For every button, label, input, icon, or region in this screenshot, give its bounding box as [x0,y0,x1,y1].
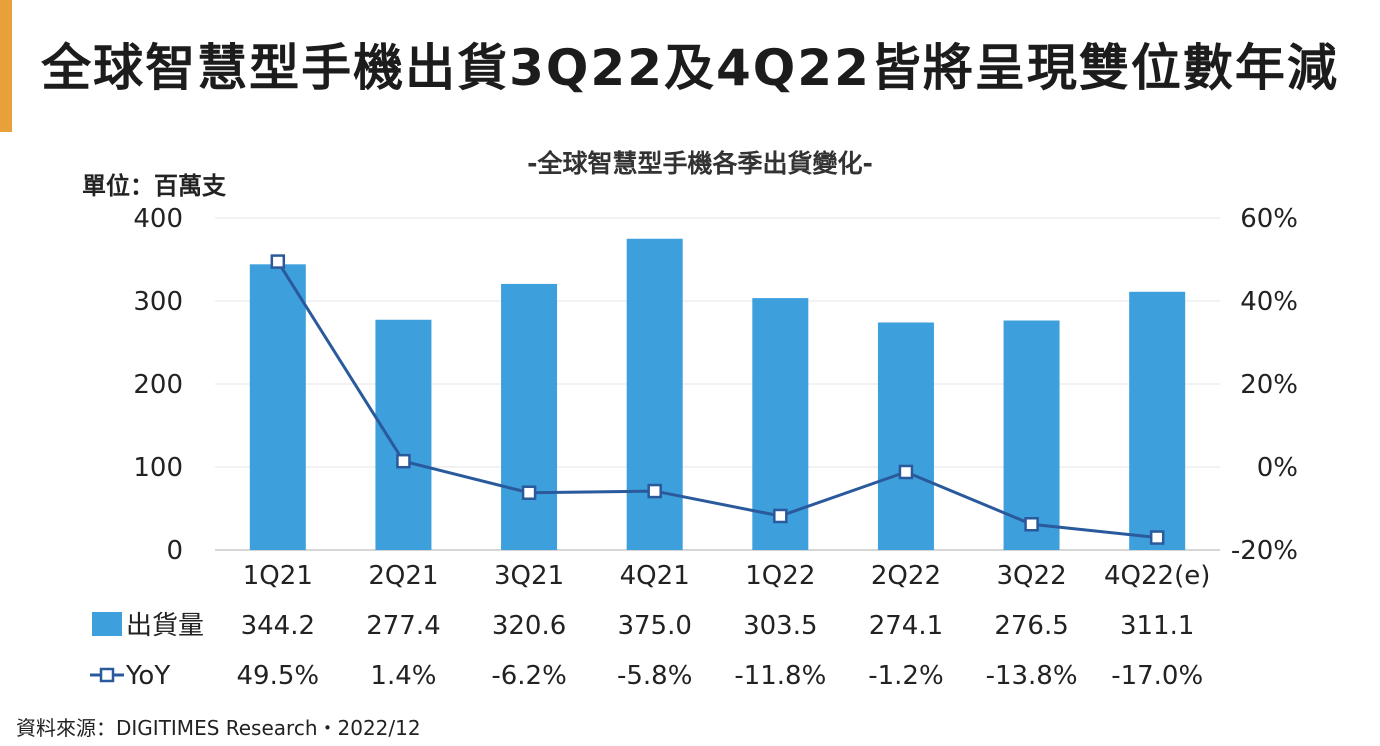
bar [501,283,558,550]
right-tick-label: 40% [1240,287,1298,317]
category-label: 2Q22 [871,561,941,591]
category-label: 2Q21 [368,561,438,591]
right-tick-label: -20% [1231,536,1298,566]
yoy-point [396,453,411,469]
bar-data-label: 344.2 [241,611,315,641]
yoy-point [647,483,662,499]
bar-data-label: 277.4 [366,611,440,641]
yoy-point [1149,530,1165,545]
bar [1129,291,1186,550]
category-label: 1Q21 [243,561,313,591]
data-table: 出貨量 YoY 344.2 277.4 320.6 375.0 303.5 274.1 276.… [90,611,1203,691]
yoy-series-line [276,260,1158,540]
yoy-data-label: -1.2% [868,661,943,691]
yoy-data-label: -6.2% [491,661,566,691]
page-title: 全球智慧型手機出貨3Q22及4Q22皆將呈現雙位數年減 [41,39,1339,97]
left-tick-label: 200 [133,370,183,400]
yoy-data-label: -17.0% [1111,661,1203,691]
category-label: 3Q21 [494,561,564,591]
legend-line-marker [99,667,115,683]
source-date: 2022/12 [337,716,421,740]
left-tick-label: 400 [133,204,183,234]
left-tick-label: 0 [166,536,183,566]
yoy-point [521,485,537,500]
right-tick-label: 0% [1257,453,1298,483]
bar-data-label: 303.5 [743,611,817,641]
legend-line-label: YoY [125,661,170,691]
right-axis: -20% 0% 20% 40% 60% [1231,204,1298,566]
source-value: DIGITIMES Research [116,716,318,740]
yoy-data-label: 1.4% [370,661,436,691]
yoy-data-label: 49.5% [237,661,320,691]
bar-data-label: 375.0 [617,611,691,641]
category-label: 1Q22 [745,561,815,591]
category-axis: 1Q21 2Q21 3Q21 4Q21 1Q22 2Q22 3Q22 4Q22(e) [243,561,1211,591]
category-label: 4Q21 [620,561,690,591]
legend-bar-swatch [92,612,122,636]
right-tick-label: 20% [1240,370,1298,400]
source-separator: ・ [317,716,338,740]
left-axis: 0 100 200 300 400 [133,204,183,566]
yoy-data-label: -13.8% [986,661,1078,691]
category-label: 4Q22(e) [1104,561,1210,591]
category-label: 3Q22 [997,561,1067,591]
bar-data-label: 311.1 [1120,611,1194,641]
right-tick-label: 60% [1240,204,1298,234]
legend-bar-label: 出貨量 [126,611,204,641]
yoy-point [898,464,914,480]
bar-data-label: 320.6 [492,611,566,641]
gridlines [215,217,1220,551]
yoy-data-label: -11.8% [734,661,826,691]
left-tick-label: 300 [133,287,183,317]
source-note: 資料來源：DIGITIMES Research・2022/12 [16,712,421,741]
bar [375,319,432,550]
yoy-data-label: -5.8% [617,661,692,691]
left-tick-label: 100 [133,453,183,483]
bar-data-label: 276.5 [994,611,1068,641]
chart-title: -全球智慧型手機各季出貨變化- [527,149,873,178]
yoy-point [1024,517,1039,532]
bar [249,264,306,550]
yoy-point [773,508,788,524]
unit-label: 單位：百萬支 [82,172,226,200]
accent-bar [0,0,12,132]
bar-data-label: 274.1 [869,611,943,641]
bar [626,238,683,550]
source-label: 資料來源： [16,716,116,740]
bar [877,322,934,550]
yoy-line [270,254,1165,545]
bar [1003,320,1060,550]
yoy-point [270,254,286,269]
